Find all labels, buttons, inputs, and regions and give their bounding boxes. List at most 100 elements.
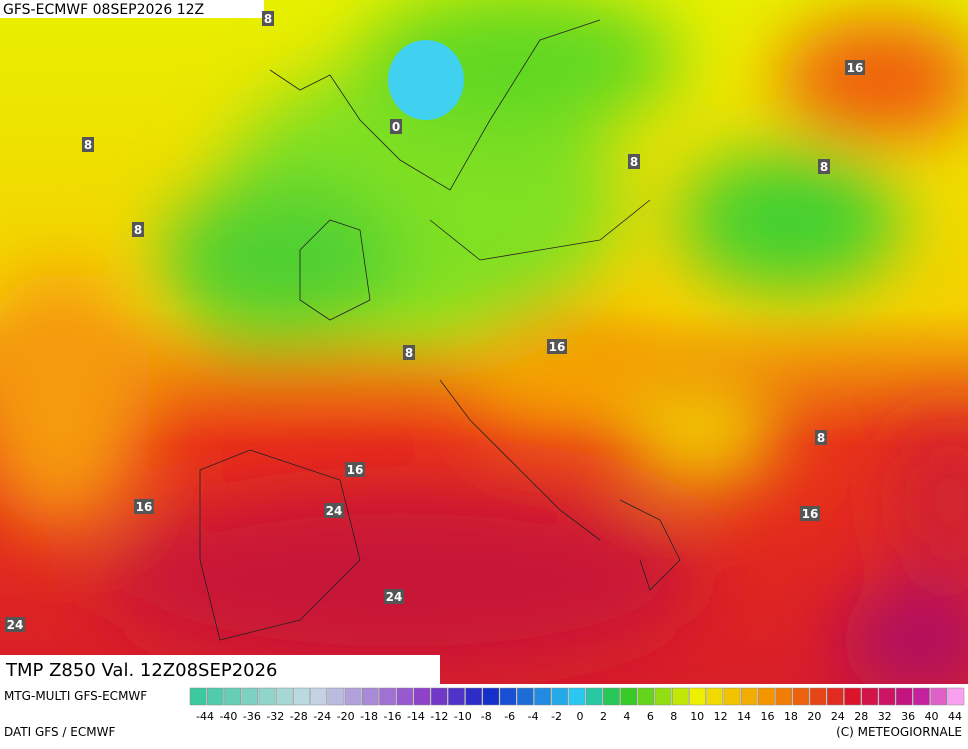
- legend-swatch: [310, 687, 328, 706]
- caption-box: [0, 655, 440, 684]
- legend-swatch: [568, 687, 586, 706]
- contour-label: 8: [630, 155, 638, 169]
- legend-swatch: [654, 687, 672, 706]
- legend-label: -44: [196, 710, 214, 723]
- credit: (C) METEOGIORNALE: [836, 725, 962, 739]
- legend-swatch: [585, 687, 603, 706]
- legend-label: 6: [647, 710, 654, 723]
- legend-label: 4: [623, 710, 630, 723]
- legend-swatch: [275, 687, 293, 706]
- contour-label-box: [324, 503, 344, 518]
- legend-swatch: [499, 687, 517, 706]
- legend-swatch: [895, 687, 913, 706]
- contour-label-box: [818, 159, 830, 174]
- legend-swatch: [482, 687, 500, 706]
- legend-label: 12: [714, 710, 728, 723]
- legend-label: -28: [290, 710, 308, 723]
- legend-swatch: [792, 687, 810, 706]
- legend-swatch: [534, 687, 551, 706]
- contour-label: 16: [136, 500, 153, 514]
- contour-label-box: [390, 119, 402, 134]
- legend-swatch: [396, 687, 414, 706]
- contour-label: 24: [7, 618, 24, 632]
- legend-label: -6: [504, 710, 515, 723]
- legend-label: 14: [737, 710, 751, 723]
- contour-label-box: [345, 462, 365, 477]
- legend-swatch: [327, 687, 345, 706]
- legend-label: 40: [925, 710, 939, 723]
- legend-label: 28: [854, 710, 868, 723]
- contour-label-box: [815, 430, 827, 445]
- contour-label-box: [547, 339, 567, 354]
- map-title: GFS-ECMWF 08SEP2026 12Z: [3, 2, 204, 18]
- contour-label: 8: [820, 160, 828, 174]
- legend-swatch: [723, 687, 741, 706]
- legend-label: 18: [784, 710, 798, 723]
- contour-label-box: [82, 137, 94, 152]
- contour-label-box: [845, 60, 865, 75]
- legend-label: -12: [430, 710, 448, 723]
- contour-label: 8: [264, 12, 272, 26]
- legend-swatch: [430, 687, 448, 706]
- legend-swatch: [293, 687, 310, 706]
- contour-label-box: [628, 154, 640, 169]
- contour-label-box: [262, 11, 274, 26]
- contour-label-box: [800, 506, 820, 521]
- legend-swatch: [361, 687, 379, 706]
- data-source: DATI GFS / ECMWF: [4, 725, 115, 739]
- legend-swatch: [689, 687, 706, 706]
- legend-swatch: [516, 687, 534, 706]
- legend-label: -36: [243, 710, 261, 723]
- legend-label: 8: [670, 710, 677, 723]
- legend-swatch: [947, 687, 965, 706]
- contour-label: 16: [549, 340, 566, 354]
- contour-label: 16: [847, 61, 864, 75]
- legend-label: 10: [690, 710, 704, 723]
- model-name: MTG-MULTI GFS-ECMWF: [4, 689, 147, 703]
- legend-swatch: [620, 687, 638, 706]
- legend-swatch: [706, 687, 724, 706]
- legend-swatch: [740, 687, 758, 706]
- contour-label: 16: [347, 463, 364, 477]
- legend-label: -18: [360, 710, 378, 723]
- legend-label: 16: [761, 710, 775, 723]
- caption: TMP Z850 Val. 12Z08SEP2026: [5, 660, 278, 681]
- legend-swatch: [930, 687, 948, 706]
- legend-swatch: [189, 687, 207, 706]
- legend-swatch: [844, 687, 861, 706]
- contour-label-box: [132, 222, 144, 237]
- title-box: [0, 0, 264, 18]
- legend-swatch: [413, 687, 431, 706]
- legend-label: 36: [901, 710, 915, 723]
- legend-label: -20: [337, 710, 355, 723]
- legend-label: 20: [807, 710, 821, 723]
- contour-label: 24: [386, 590, 403, 604]
- legend-label: -32: [266, 710, 284, 723]
- contour-label: 8: [134, 223, 142, 237]
- legend-swatch: [861, 687, 879, 706]
- legend-label: -24: [313, 710, 331, 723]
- legend-swatch: [637, 687, 655, 706]
- legend-label: 24: [831, 710, 845, 723]
- contour-label-box: [5, 617, 25, 632]
- legend-swatch: [448, 687, 465, 706]
- legend-label: -40: [219, 710, 237, 723]
- legend-swatch: [551, 687, 569, 706]
- contour-label: 24: [326, 504, 343, 518]
- legend-swatch: [344, 687, 362, 706]
- legend-swatch: [878, 687, 896, 706]
- legend-label: -2: [551, 710, 562, 723]
- legend-swatch: [671, 687, 689, 706]
- legend-label: 0: [577, 710, 584, 723]
- coastlines: [199, 19, 681, 641]
- legend-label: -14: [407, 710, 425, 723]
- temperature-field: [0, 0, 968, 684]
- legend-swatch: [258, 687, 276, 706]
- contour-label-box: [384, 589, 404, 604]
- legend-label: 44: [948, 710, 962, 723]
- legend-label: -8: [481, 710, 492, 723]
- contour-label-box: [134, 499, 154, 514]
- contour-label: 8: [817, 431, 825, 445]
